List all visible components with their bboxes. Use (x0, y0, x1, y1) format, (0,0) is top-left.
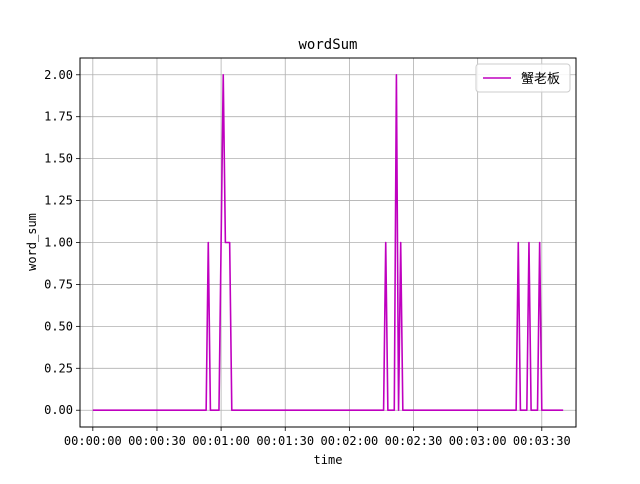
series-line-0 (92, 73, 564, 412)
x-tick-label: 00:00:00 (64, 434, 122, 448)
y-tick-label: 0.75 (44, 277, 73, 291)
x-tick-label: 00:01:30 (256, 434, 314, 448)
x-axis-label: time (314, 453, 343, 467)
y-tick-label: 1.25 (44, 194, 73, 208)
chart-title: wordSum (298, 37, 357, 53)
legend: 蟹老板 (475, 63, 571, 93)
x-tick-label: 00:00:30 (128, 434, 186, 448)
series-layer (92, 73, 564, 412)
y-tick-label: 0.25 (44, 361, 73, 375)
legend-label: 蟹老板 (521, 72, 560, 87)
y-tick-label: 1.50 (44, 152, 73, 166)
x-axis-ticks: 00:00:00 00:00:30 00:01:00 00:01:30 00:02:00… (64, 427, 571, 448)
y-tick-label: 2.00 (44, 68, 73, 82)
y-tick-label: 1.75 (44, 110, 73, 124)
y-tick-label: 1.00 (44, 236, 73, 250)
x-tick-label: 00:01:00 (192, 434, 250, 448)
x-tick-label: 00:03:00 (449, 434, 507, 448)
x-tick-label: 00:02:30 (385, 434, 443, 448)
x-tick-label: 00:02:00 (320, 434, 378, 448)
y-tick-label: 0.50 (44, 319, 73, 333)
x-tick-label: 00:03:30 (513, 434, 571, 448)
y-axis-label: word_sum (25, 213, 39, 271)
y-axis-ticks: 0.00 0.25 0.50 0.75 1.00 1.25 1.50 1.75 2.00 (44, 68, 80, 417)
legend-box (475, 63, 571, 93)
y-tick-label: 0.00 (44, 403, 73, 417)
